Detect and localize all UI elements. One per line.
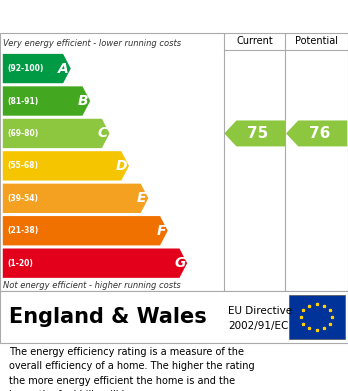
Text: 76: 76 [309, 126, 330, 141]
Text: A: A [58, 61, 69, 75]
Text: 2002/91/EC: 2002/91/EC [228, 321, 288, 331]
Text: (81-91): (81-91) [7, 97, 38, 106]
Text: Energy Efficiency Rating: Energy Efficiency Rating [9, 9, 219, 24]
Bar [289, 295, 345, 339]
Text: G: G [174, 256, 185, 270]
Text: 75: 75 [247, 126, 268, 141]
Polygon shape [3, 119, 110, 148]
Text: C: C [98, 126, 108, 140]
Text: EU Directive: EU Directive [228, 306, 292, 316]
Text: Very energy efficient - lower running costs: Very energy efficient - lower running co… [3, 39, 182, 48]
Polygon shape [3, 54, 71, 83]
Polygon shape [3, 216, 168, 246]
Polygon shape [3, 184, 148, 213]
Text: E: E [137, 191, 147, 205]
Text: F: F [157, 224, 166, 238]
Text: B: B [78, 94, 88, 108]
Text: (55-68): (55-68) [7, 161, 38, 170]
Polygon shape [286, 120, 347, 146]
Text: (92-100): (92-100) [7, 64, 44, 73]
Text: The energy efficiency rating is a measure of the
overall efficiency of a home. T: The energy efficiency rating is a measur… [9, 347, 254, 391]
Polygon shape [3, 86, 90, 116]
Text: England & Wales: England & Wales [9, 307, 206, 327]
Text: Not energy efficient - higher running costs: Not energy efficient - higher running co… [3, 281, 181, 290]
Text: (21-38): (21-38) [7, 226, 38, 235]
Text: (1-20): (1-20) [7, 259, 33, 268]
Text: (39-54): (39-54) [7, 194, 38, 203]
Text: Current: Current [237, 36, 273, 47]
Polygon shape [224, 120, 285, 146]
Text: Potential: Potential [295, 36, 338, 47]
Text: (69-80): (69-80) [7, 129, 38, 138]
Polygon shape [3, 151, 129, 181]
Polygon shape [3, 249, 187, 278]
Text: D: D [116, 159, 127, 173]
